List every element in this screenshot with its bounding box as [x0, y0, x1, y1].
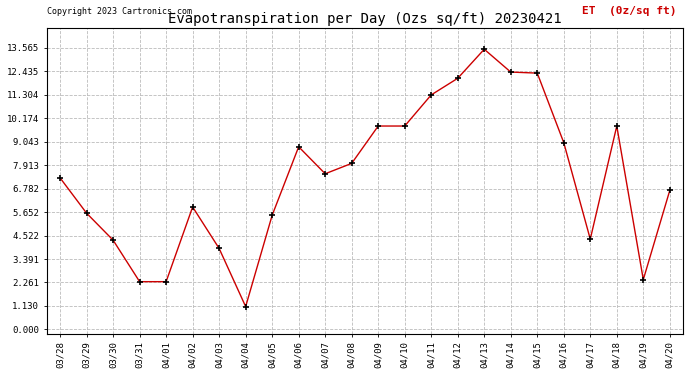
Text: ET  (0z/sq ft): ET (0z/sq ft) — [582, 6, 677, 16]
Text: Copyright 2023 Cartronics.com: Copyright 2023 Cartronics.com — [47, 7, 192, 16]
Title: Evapotranspiration per Day (Ozs sq/ft) 20230421: Evapotranspiration per Day (Ozs sq/ft) 2… — [168, 12, 562, 26]
